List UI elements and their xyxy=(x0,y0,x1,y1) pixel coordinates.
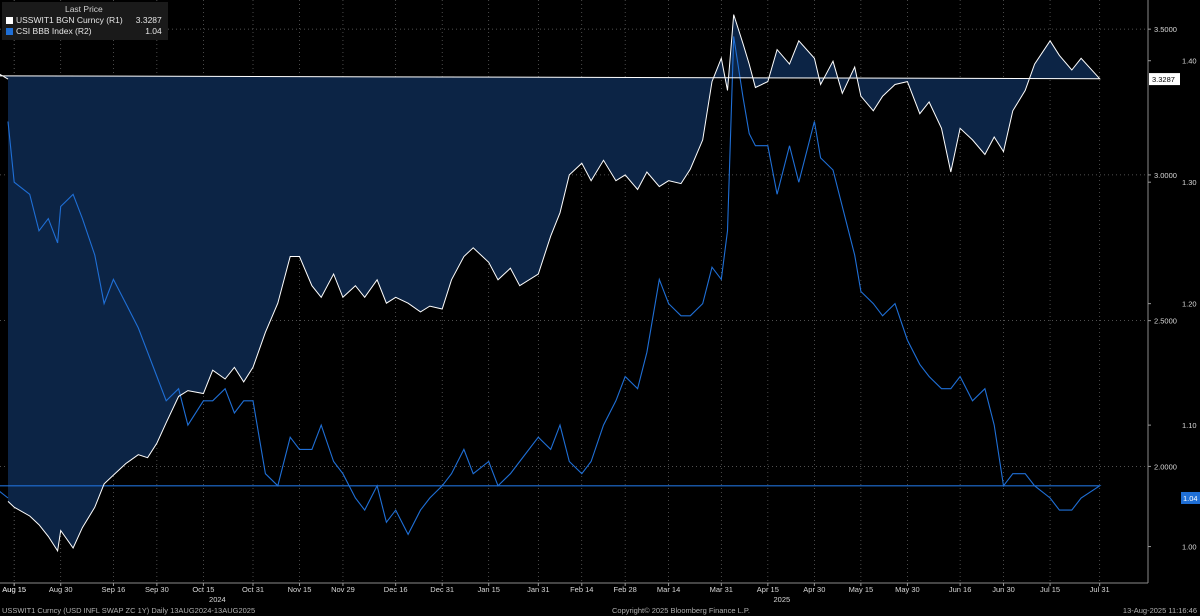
x-tick-label: Dec 31 xyxy=(430,585,454,594)
y-tick-label-r2: 1.00 xyxy=(1182,543,1197,552)
x-year-label: 2024 xyxy=(209,595,226,604)
y-tick-label-r1: 2.0000 xyxy=(1154,462,1177,471)
x-tick-label: Aug 30 xyxy=(49,585,73,594)
y-tick-label-r2: 1.40 xyxy=(1182,57,1197,66)
footer-security-info: USSWIT1 Curncy (USD INFL SWAP ZC 1Y) Dai… xyxy=(2,606,256,615)
footer-bar: USSWIT1 Curncy (USD INFL SWAP ZC 1Y) Dai… xyxy=(0,605,1200,616)
x-axis: Aug 15 Aug 30 Sep 16 Sep 30 Oct 15 Oct 31 Nov … xyxy=(2,583,1110,604)
legend-item-swap[interactable]: USSWIT1 BGN Curncy (R1) 3.3287 xyxy=(6,15,162,26)
last-tag-swap-text: 3.3287 xyxy=(1152,75,1175,84)
y-axes-right: 2.0000 2.5000 3.0000 3.5000 1.00 1.10 1.20 1.30… xyxy=(1148,25,1197,552)
y-tick-label-r2: 1.10 xyxy=(1182,421,1197,430)
legend-value: 1.04 xyxy=(145,26,162,36)
x-tick-label: Feb 28 xyxy=(613,585,636,594)
x-tick-label: Mar 31 xyxy=(710,585,733,594)
x-year-label: 2025 xyxy=(773,595,790,604)
y-tick-label-r1: 2.5000 xyxy=(1154,317,1177,326)
legend: Last Price USSWIT1 BGN Curncy (R1) 3.328… xyxy=(2,2,168,40)
series-line-swap xyxy=(0,14,1101,553)
x-tick-label: Apr 15 xyxy=(757,585,779,594)
y-tick-label-r2: 1.20 xyxy=(1182,300,1197,309)
x-tick-label: Jul 15 xyxy=(1040,585,1060,594)
series-line-csi xyxy=(0,36,1102,536)
x-tick-label: Aug 15 xyxy=(2,585,26,594)
last-tag-csi xyxy=(1181,491,1200,504)
legend-header: Last Price xyxy=(64,4,103,14)
legend-value: 3.3287 xyxy=(135,15,162,25)
x-tick-label: May 15 xyxy=(849,585,874,594)
series-area-swap xyxy=(0,14,1100,583)
y-tick-label-r2: 1.30 xyxy=(1182,178,1197,187)
x-tick-label: Jun 30 xyxy=(992,585,1015,594)
footer-timestamp: 13-Aug-2025 11:16:46 xyxy=(1122,606,1197,615)
x-tick-label: Sep 16 xyxy=(102,585,126,594)
series-layer xyxy=(0,14,1102,583)
last-tag-swap xyxy=(1149,73,1180,86)
y-tick-label-r1: 3.0000 xyxy=(1154,171,1177,180)
x-tick-label: Jul 31 xyxy=(1090,585,1110,594)
x-tick-label: Jun 16 xyxy=(949,585,972,594)
x-tick-label: May 30 xyxy=(895,585,920,594)
x-tick-label: Jan 31 xyxy=(527,585,550,594)
last-value-tags: 3.3287 1.04 xyxy=(1149,73,1200,504)
x-tick-label: Dec 16 xyxy=(384,585,408,594)
x-tick-label: Nov 15 xyxy=(288,585,312,594)
x-tick-label: Oct 31 xyxy=(242,585,264,594)
legend-item-csi[interactable]: CSI BBB Index (R2) 1.04 xyxy=(6,26,162,37)
grid-lines xyxy=(0,0,1148,583)
x-tick-label: Oct 15 xyxy=(192,585,214,594)
x-tick-label: Apr 30 xyxy=(803,585,825,594)
x-tick-label: Feb 14 xyxy=(570,585,593,594)
legend-swatch-blue-icon xyxy=(6,28,13,35)
x-tick-label: Aug 15 xyxy=(2,585,26,594)
x-tick-label: Jan 15 xyxy=(477,585,500,594)
x-tick-label: Sep 30 xyxy=(145,585,169,594)
legend-label: CSI BBB Index (R2) xyxy=(16,26,92,36)
footer-copyright: Copyright© 2025 Bloomberg Finance L.P. xyxy=(612,606,750,615)
legend-label: USSWIT1 BGN Curncy (R1) xyxy=(16,15,123,25)
x-tick-label: Mar 14 xyxy=(657,585,680,594)
last-tag-csi-text: 1.04 xyxy=(1183,494,1198,503)
legend-swatch-white-icon xyxy=(6,17,13,24)
x-tick-label: Nov 29 xyxy=(331,585,355,594)
y-tick-label-r1: 3.5000 xyxy=(1154,25,1177,34)
